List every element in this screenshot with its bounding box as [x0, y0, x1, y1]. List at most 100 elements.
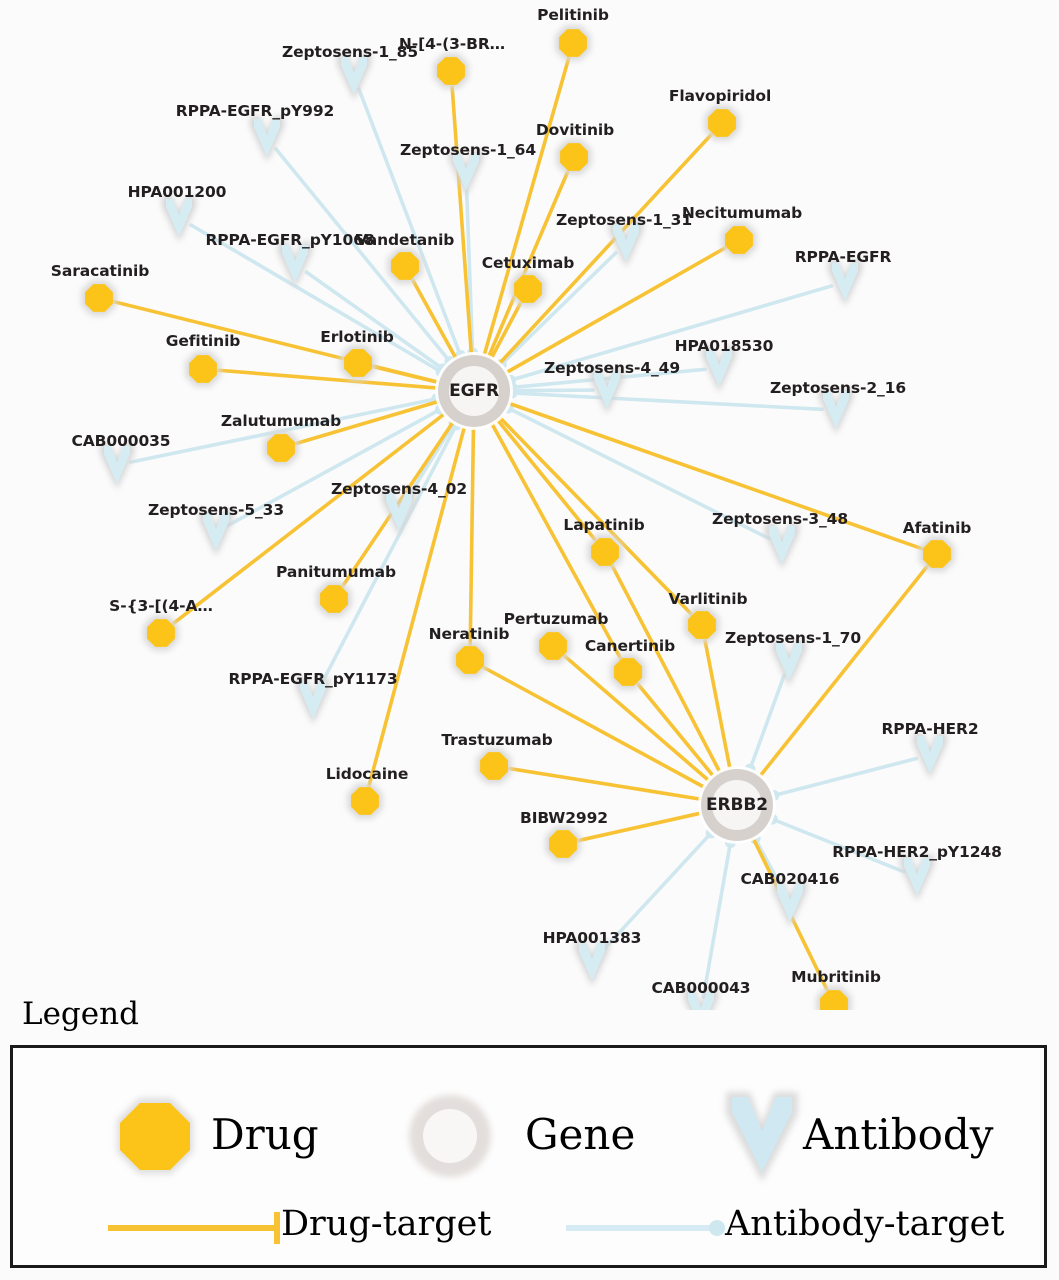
- octagon-icon[interactable]: [437, 57, 465, 85]
- drug-node[interactable]: [545, 826, 581, 862]
- graph-edge: [505, 245, 729, 374]
- antibody-node[interactable]: [250, 116, 284, 162]
- drug-node[interactable]: [185, 351, 221, 387]
- antibody-node[interactable]: [337, 54, 371, 100]
- octagon-icon[interactable]: [560, 143, 588, 171]
- drug-node[interactable]: [263, 430, 299, 466]
- chevron-v-icon[interactable]: [777, 884, 803, 922]
- graph-edge: [170, 412, 446, 627]
- drug-node[interactable]: [684, 607, 720, 643]
- drug-node[interactable]: [510, 271, 546, 307]
- octagon-icon[interactable]: [480, 752, 508, 780]
- antibody-node[interactable]: [100, 443, 134, 489]
- graph-edge: [226, 407, 443, 528]
- drug-node[interactable]: [919, 536, 955, 572]
- antibody-node[interactable]: [590, 368, 624, 414]
- octagon-icon[interactable]: [456, 646, 484, 674]
- graph-edge: [489, 299, 524, 360]
- chevron-v-icon[interactable]: [300, 681, 326, 719]
- drug-node[interactable]: [81, 280, 117, 316]
- graph-edge: [357, 87, 463, 358]
- octagon-icon[interactable]: [708, 109, 736, 137]
- drug-node[interactable]: [535, 628, 571, 664]
- octagon-icon[interactable]: [725, 226, 753, 254]
- drug-node[interactable]: [816, 986, 852, 1010]
- drug-node[interactable]: [555, 25, 591, 61]
- drug-node[interactable]: [452, 642, 488, 678]
- drug-node[interactable]: [316, 581, 352, 617]
- chevron-v-icon[interactable]: [613, 224, 639, 262]
- chevron-v-icon[interactable]: [579, 943, 605, 981]
- drug-node[interactable]: [721, 222, 757, 258]
- antibody-node[interactable]: [819, 388, 853, 434]
- node-layer[interactable]: [81, 25, 955, 1010]
- antibody-node[interactable]: [296, 678, 330, 724]
- drug-node[interactable]: [143, 615, 179, 651]
- chevron-v-icon[interactable]: [823, 391, 849, 429]
- gene-node[interactable]: [698, 766, 776, 844]
- graph-edge: [748, 673, 787, 772]
- graph-edge: [482, 54, 571, 357]
- octagon-icon[interactable]: [591, 538, 619, 566]
- octagon-icon[interactable]: [351, 787, 379, 815]
- chevron-v-icon[interactable]: [203, 513, 229, 551]
- chevron-v-icon[interactable]: [706, 349, 732, 387]
- chevron-v-icon[interactable]: [104, 446, 130, 484]
- antibody-node[interactable]: [449, 150, 483, 196]
- antibody-node[interactable]: [765, 523, 799, 569]
- chevron-v-icon[interactable]: [282, 245, 308, 283]
- chevron-v-icon[interactable]: [341, 57, 367, 95]
- chevron-v-icon[interactable]: [453, 153, 479, 191]
- octagon-icon[interactable]: [549, 830, 577, 858]
- chevron-v-icon[interactable]: [904, 858, 930, 896]
- octagon-icon[interactable]: [514, 275, 542, 303]
- octagon-icon[interactable]: [923, 540, 951, 568]
- antibody-node[interactable]: [773, 881, 807, 927]
- antibody-node[interactable]: [772, 640, 806, 686]
- graph-edge: [480, 664, 706, 789]
- drug-node[interactable]: [556, 139, 592, 175]
- octagon-icon[interactable]: [539, 632, 567, 660]
- chevron-v-icon[interactable]: [688, 992, 714, 1010]
- antibody-node[interactable]: [828, 260, 862, 306]
- octagon-icon[interactable]: [147, 619, 175, 647]
- octagon-icon[interactable]: [189, 355, 217, 383]
- octagon-icon[interactable]: [320, 585, 348, 613]
- antibody-node[interactable]: [913, 733, 947, 779]
- chevron-v-icon[interactable]: [917, 736, 943, 774]
- chevron-v-icon[interactable]: [769, 526, 795, 564]
- drug-node[interactable]: [476, 748, 512, 784]
- drug-node[interactable]: [433, 53, 469, 89]
- antibody-node[interactable]: [609, 221, 643, 267]
- octagon-icon[interactable]: [391, 252, 419, 280]
- network-canvas[interactable]: [0, 0, 1059, 1010]
- antibody-node[interactable]: [702, 346, 736, 392]
- octagon-icon[interactable]: [688, 611, 716, 639]
- octagon-icon[interactable]: [820, 990, 848, 1010]
- drug-node[interactable]: [347, 783, 383, 819]
- chevron-v-icon[interactable]: [832, 263, 858, 301]
- octagon-icon[interactable]: [267, 434, 295, 462]
- gene-node[interactable]: [435, 352, 513, 430]
- drug-node[interactable]: [704, 105, 740, 141]
- antibody-node[interactable]: [684, 989, 718, 1010]
- drug-node[interactable]: [610, 654, 646, 690]
- antibody-node[interactable]: [382, 490, 416, 536]
- chevron-v-icon[interactable]: [166, 199, 192, 237]
- chevron-v-icon[interactable]: [594, 371, 620, 409]
- chevron-v-icon[interactable]: [386, 493, 412, 531]
- octagon-icon[interactable]: [344, 349, 372, 377]
- drug-node[interactable]: [587, 534, 623, 570]
- antibody-node[interactable]: [199, 510, 233, 556]
- chevron-v-icon[interactable]: [254, 119, 280, 157]
- octagon-icon[interactable]: [559, 29, 587, 57]
- drug-node[interactable]: [340, 345, 376, 381]
- antibody-node[interactable]: [162, 196, 196, 242]
- antibody-node[interactable]: [575, 940, 609, 986]
- drug-node[interactable]: [387, 248, 423, 284]
- antibody-node[interactable]: [278, 242, 312, 288]
- octagon-icon[interactable]: [85, 284, 113, 312]
- octagon-icon[interactable]: [614, 658, 642, 686]
- antibody-node[interactable]: [900, 855, 934, 901]
- chevron-v-icon[interactable]: [776, 643, 802, 681]
